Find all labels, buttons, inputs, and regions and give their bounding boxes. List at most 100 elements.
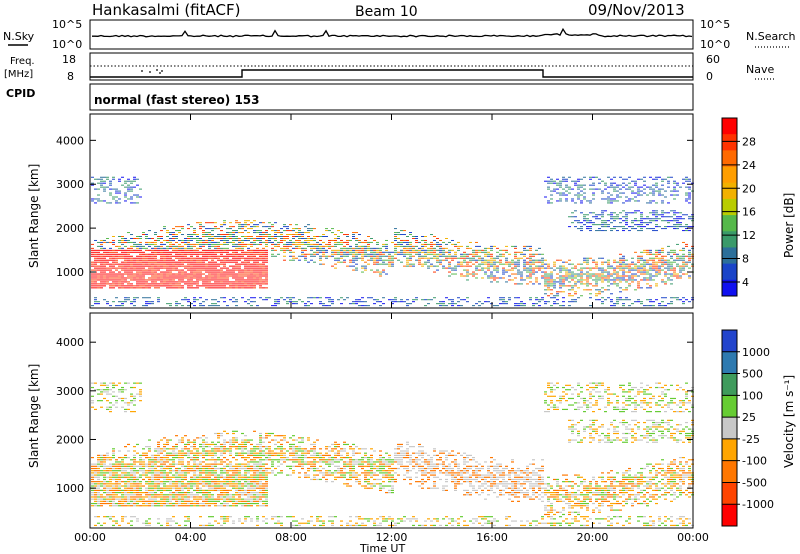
- heatmap-cell: [103, 285, 106, 287]
- heatmap-cell: [124, 297, 127, 299]
- heatmap-cell: [91, 285, 94, 287]
- heatmap-cell: [376, 259, 379, 261]
- heatmap-cell: [355, 237, 358, 239]
- heatmap-cell: [133, 257, 136, 259]
- heatmap-cell: [103, 190, 106, 192]
- heatmap-cell: [187, 299, 190, 301]
- heatmap-cell: [91, 251, 94, 253]
- heatmap-cell: [583, 220, 586, 222]
- heatmap-cell: [106, 454, 109, 456]
- heatmap-cell: [448, 275, 451, 277]
- heatmap-cell: [631, 212, 634, 214]
- heatmap-cell: [100, 186, 103, 188]
- heatmap-cell: [352, 269, 355, 271]
- heatmap-cell: [316, 249, 319, 251]
- heatmap-cell: [175, 505, 178, 507]
- heatmap-cell: [550, 190, 553, 192]
- heatmap-cell: [307, 241, 310, 243]
- heatmap-cell: [127, 275, 130, 277]
- heatmap-cell: [169, 243, 172, 245]
- heatmap-cell: [601, 226, 604, 228]
- heatmap-cell: [358, 247, 361, 249]
- heatmap-cell: [415, 259, 418, 261]
- heatmap-cell: [211, 230, 214, 232]
- heatmap-cell: [163, 257, 166, 259]
- heatmap-cell: [625, 196, 628, 198]
- heatmap-cell: [547, 295, 550, 297]
- heatmap-cell: [220, 279, 223, 281]
- heatmap-cell: [271, 237, 274, 239]
- heatmap-cell: [487, 247, 490, 249]
- heatmap-cell: [235, 261, 238, 263]
- heatmap-cell: [169, 267, 172, 269]
- heatmap-cell: [631, 279, 634, 281]
- heatmap-cell: [616, 200, 619, 202]
- heatmap-cell: [199, 524, 202, 527]
- heatmap-cell: [661, 180, 664, 182]
- heatmap-cell: [502, 263, 505, 265]
- heatmap-cell: [250, 273, 253, 275]
- heatmap-cell: [196, 253, 199, 255]
- heatmap-cell: [100, 459, 103, 461]
- heatmap-cell: [670, 226, 673, 228]
- heatmap-cell: [160, 448, 163, 450]
- heatmap-cell: [484, 249, 487, 251]
- heatmap-cell: [418, 261, 421, 263]
- heatmap-cell: [136, 472, 139, 474]
- heatmap-cell: [220, 255, 223, 257]
- heatmap-cell: [241, 261, 244, 263]
- heatmap-cell: [256, 281, 259, 283]
- heatmap-cell: [112, 454, 115, 456]
- heatmap-cell: [334, 245, 337, 247]
- heatmap-cell: [136, 518, 139, 520]
- heatmap-cell: [448, 263, 451, 265]
- heatmap-cell: [274, 245, 277, 247]
- heatmap-cell: [193, 500, 196, 502]
- heatmap-cell: [214, 245, 217, 247]
- heatmap-cell: [355, 299, 358, 301]
- heatmap-cell: [652, 261, 655, 263]
- heatmap-cell: [538, 305, 541, 307]
- heatmap-cell: [121, 287, 124, 289]
- heatmap-cell: [682, 267, 685, 269]
- heatmap-cell: [106, 456, 109, 459]
- heatmap-cell: [112, 485, 115, 487]
- heatmap-cell: [130, 269, 133, 271]
- heatmap-cell: [124, 481, 127, 483]
- heatmap-cell: [208, 265, 211, 267]
- heatmap-cell: [142, 502, 145, 505]
- heatmap-cell: [145, 241, 148, 243]
- heatmap-cell: [208, 257, 211, 259]
- heatmap-cell: [100, 178, 103, 180]
- heatmap-cell: [196, 259, 199, 261]
- heatmap-cell: [439, 249, 442, 251]
- heatmap-cell: [91, 498, 94, 500]
- heatmap-cell: [532, 255, 535, 257]
- heatmap-cell: [604, 188, 607, 190]
- heatmap-cell: [193, 446, 196, 448]
- heatmap-cell: [121, 269, 124, 271]
- heatmap-cell: [421, 236, 424, 237]
- heatmap-cell: [139, 489, 142, 492]
- heatmap-cell: [184, 454, 187, 456]
- heatmap-cell: [238, 275, 241, 277]
- heatmap-cell: [199, 474, 202, 476]
- heatmap-cell: [178, 259, 181, 261]
- heatmap-cell: [331, 228, 334, 230]
- heatmap-cell: [661, 263, 664, 265]
- heatmap-cell: [682, 226, 685, 228]
- heatmap-cell: [619, 281, 622, 283]
- heatmap-cell: [109, 408, 112, 411]
- heatmap-cell: [187, 465, 190, 467]
- heatmap-cell: [295, 245, 298, 247]
- heatmap-cell: [241, 243, 244, 245]
- heatmap-cell: [187, 472, 190, 474]
- heatmap-cell: [109, 188, 112, 190]
- heatmap-cell: [244, 222, 247, 224]
- colorbar-tick-label: 4: [742, 276, 749, 289]
- heatmap-cell: [391, 299, 394, 301]
- heatmap-cell: [127, 404, 130, 406]
- heatmap-cell: [679, 265, 682, 267]
- heatmap-cell: [505, 249, 508, 251]
